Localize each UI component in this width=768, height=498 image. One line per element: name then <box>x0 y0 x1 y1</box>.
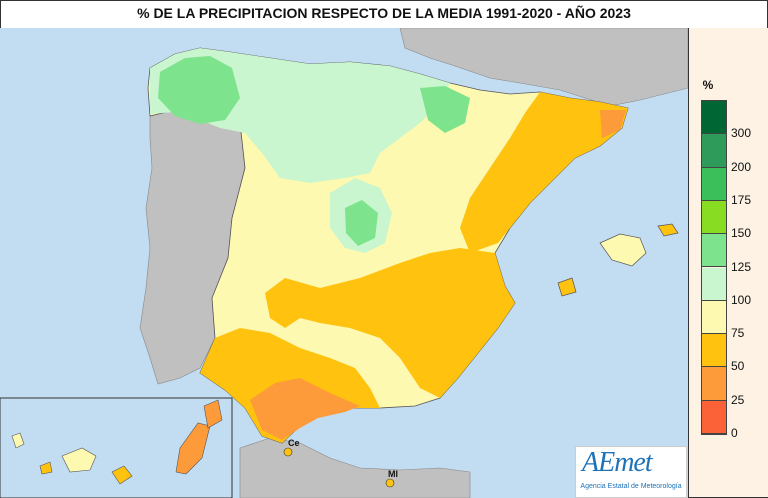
legend-panel: % 300 200 175 150 125 100 75 50 25 0 <box>688 28 768 497</box>
legend-colorbar <box>701 100 727 435</box>
legend-tick-label: 100 <box>731 292 752 307</box>
canary-tenerife <box>61 447 97 473</box>
region-southeast-50-75 <box>265 248 515 398</box>
legend-tick-label: 300 <box>731 126 752 141</box>
melilla-label: Ml <box>388 469 398 479</box>
legend-tick-label: 125 <box>731 259 752 274</box>
region-madrid-125-150 <box>345 200 378 246</box>
legend-swatch <box>702 101 726 135</box>
legend-swatch <box>702 234 726 268</box>
legend-swatch <box>702 334 726 368</box>
canary-gran-canaria <box>111 465 133 485</box>
region-galicia-125-150 <box>158 56 240 124</box>
legend-swatch <box>702 300 726 335</box>
aemet-logo-subtitle: Agencia Estatal de Meteorología <box>580 483 682 490</box>
canary-fuerteventura <box>175 422 211 475</box>
aemet-logo-text: AEmet <box>582 447 653 478</box>
canary-gomera <box>39 461 53 475</box>
ibiza-island <box>557 277 577 297</box>
legend-tick-label: 150 <box>731 226 752 241</box>
legend-tick-label: 25 <box>731 392 745 407</box>
melilla-marker <box>385 478 395 488</box>
canary-la-palma <box>11 432 25 449</box>
legend-swatch <box>702 200 726 235</box>
aemet-logo: AEmet Agencia Estatal de Meteorología <box>575 446 687 498</box>
africa-landmass <box>239 437 471 498</box>
legend-tick-label: 0 <box>731 426 738 440</box>
precipitation-map: Ce Ml <box>0 28 688 498</box>
legend-unit: % <box>702 78 714 92</box>
canary-lanzarote <box>203 399 223 429</box>
legend-swatch <box>702 134 726 168</box>
ceuta-marker <box>283 447 293 457</box>
legend-swatch <box>702 267 726 301</box>
legend-tick-label: 175 <box>731 192 752 207</box>
region-basque-125-150 <box>420 86 470 133</box>
ceuta-label: Ce <box>288 438 300 448</box>
legend-tick-label: 75 <box>731 326 745 341</box>
mallorca-island <box>599 233 647 267</box>
region-girona-25-50 <box>600 110 626 138</box>
legend-swatch <box>702 167 726 201</box>
legend-swatch <box>702 400 726 434</box>
france-landmass <box>399 28 688 107</box>
region-south-coast-25-50 <box>250 378 360 440</box>
legend-tick-label: 50 <box>731 359 745 374</box>
region-northeast-50-75 <box>460 92 628 253</box>
legend-tick-label: 200 <box>731 159 752 174</box>
map-title: % DE LA PRECIPITACION RESPECTO DE LA MED… <box>137 5 631 21</box>
menorca-island <box>657 223 679 237</box>
legend-swatch <box>702 367 726 401</box>
